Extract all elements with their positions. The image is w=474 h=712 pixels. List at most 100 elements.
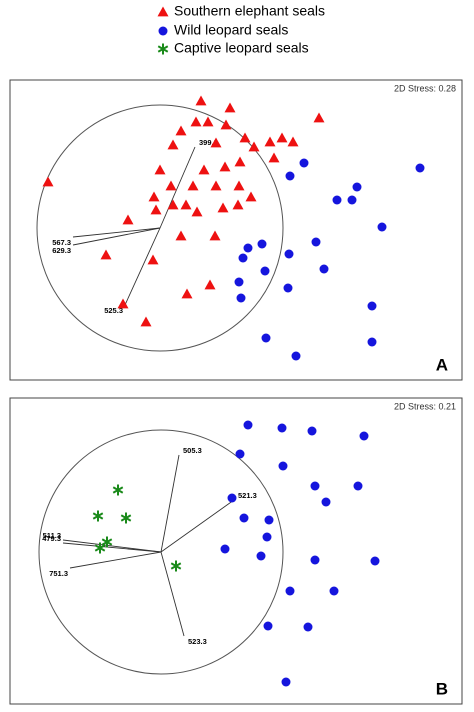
vector-line [62, 539, 162, 553]
data-point [353, 481, 363, 491]
data-point [257, 239, 267, 249]
data-point [220, 544, 230, 554]
data-point [311, 237, 321, 247]
data-point [233, 180, 245, 191]
data-point [181, 288, 193, 299]
data-point [287, 136, 299, 147]
data-point [100, 249, 112, 260]
vector-line [160, 551, 185, 637]
stress-annotation: 2D Stress: 0.21 [394, 401, 456, 411]
vector-label: 521.3 [238, 491, 257, 500]
data-point [180, 199, 192, 210]
data-point [117, 298, 129, 309]
data-point [175, 230, 187, 241]
vector-label: 479.3 [42, 534, 61, 543]
data-point [319, 264, 329, 274]
data-point [370, 556, 380, 566]
data-point [236, 293, 246, 303]
data-point [256, 551, 266, 561]
panel-frame [9, 79, 463, 381]
data-point [238, 253, 248, 263]
vector-line [62, 542, 162, 553]
data-point [264, 136, 276, 147]
data-point [283, 283, 293, 293]
vector-line [159, 146, 196, 229]
data-point [209, 230, 221, 241]
data-point [234, 277, 244, 287]
data-point [154, 164, 166, 175]
data-point [235, 449, 245, 459]
data-point [261, 333, 271, 343]
data-point [299, 158, 309, 168]
data-point [198, 164, 210, 175]
data-point [140, 316, 152, 327]
data-point [94, 542, 106, 554]
data-point [281, 677, 291, 687]
data-point [352, 182, 362, 192]
data-point [101, 536, 113, 548]
panel-label: A [436, 355, 448, 374]
vector-label: 525.3 [104, 306, 123, 315]
vector-label: 629.3 [52, 246, 71, 255]
data-point [359, 431, 369, 441]
data-point [264, 515, 274, 525]
data-point [219, 161, 231, 172]
stress-annotation: 2D Stress: 0.28 [394, 83, 456, 93]
data-point [276, 132, 288, 143]
panel-frame [9, 397, 463, 705]
vector-label: 751.3 [49, 569, 68, 578]
data-point [248, 141, 260, 152]
data-point [285, 171, 295, 181]
data-point [217, 202, 229, 213]
data-point [277, 423, 287, 433]
vector-line [160, 499, 235, 553]
data-point [321, 497, 331, 507]
data-point [310, 481, 320, 491]
data-point [303, 622, 313, 632]
vector-label: 505.3 [183, 446, 202, 455]
data-point [204, 279, 216, 290]
data-point [260, 266, 270, 276]
data-point [310, 555, 320, 565]
data-point [262, 532, 272, 542]
vector-line [69, 551, 162, 569]
data-point [291, 351, 301, 361]
data-point [268, 152, 280, 163]
data-point [112, 484, 124, 496]
data-point [191, 206, 203, 217]
legend-label: Southern elephant seals [174, 3, 325, 19]
vector-label: 399.3 [199, 138, 218, 147]
vector-line [124, 227, 161, 306]
vector-line [72, 227, 161, 246]
data-point [220, 119, 232, 130]
vector-label: 523.3 [188, 637, 207, 646]
data-point [190, 116, 202, 127]
data-point [167, 199, 179, 210]
data-point [170, 560, 182, 572]
vector-circle [36, 104, 284, 352]
data-point [239, 132, 251, 143]
data-point [147, 254, 159, 265]
data-point [245, 191, 257, 202]
data-point [165, 180, 177, 191]
data-point [332, 195, 342, 205]
data-point [210, 137, 222, 148]
data-point [195, 95, 207, 106]
data-point [234, 156, 246, 167]
data-point [232, 199, 244, 210]
data-point [167, 139, 179, 150]
vector-line [160, 454, 180, 553]
data-point [42, 176, 54, 187]
data-point [367, 337, 377, 347]
data-point [243, 243, 253, 253]
data-point [263, 621, 273, 631]
data-point [347, 195, 357, 205]
vector-label: 567.3 [52, 238, 71, 247]
data-point [122, 214, 134, 225]
data-point [120, 512, 132, 524]
vector-label: 511.3 [43, 531, 61, 540]
data-point [278, 461, 288, 471]
panel-label: B [436, 679, 448, 698]
data-point [377, 222, 387, 232]
data-point [150, 204, 162, 215]
